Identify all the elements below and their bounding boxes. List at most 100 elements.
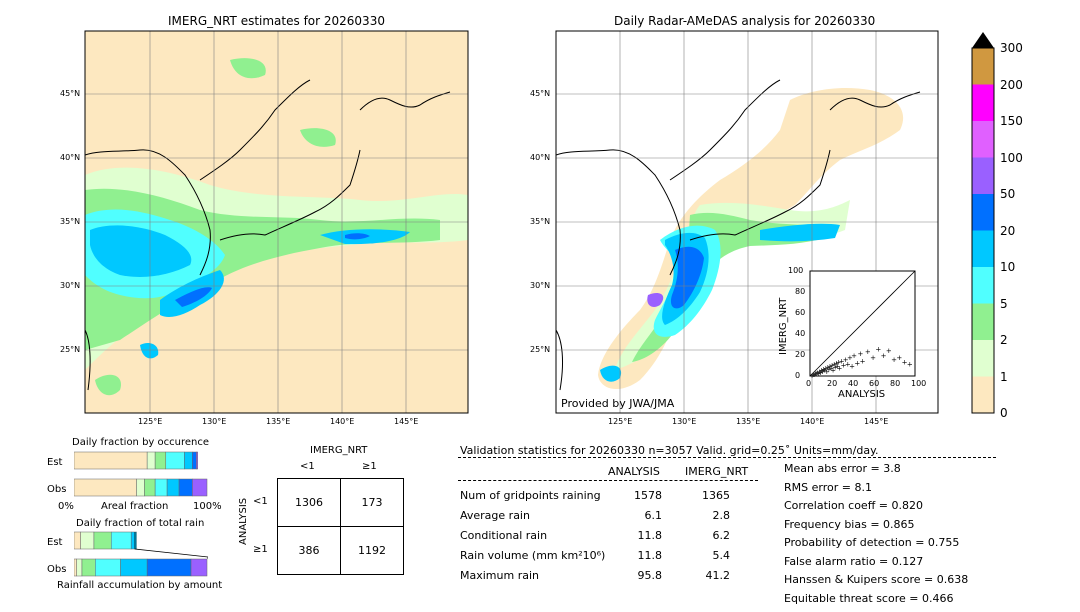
- bar-segment: [192, 451, 197, 470]
- bar-segment: [110, 531, 132, 550]
- bar-segment: [196, 451, 198, 470]
- bar-segment: [166, 478, 180, 497]
- colorbar-tick: 300: [1000, 41, 1023, 55]
- scatter-point: +: [822, 367, 828, 375]
- scatter-point: +: [813, 370, 819, 378]
- scatter-point: +: [847, 354, 853, 362]
- scatter-point: +: [812, 370, 818, 378]
- scatter-point: +: [845, 360, 851, 368]
- colorbar-segment: [972, 267, 994, 304]
- inset-y-tick: 0: [795, 371, 801, 380]
- left-map-title: IMERG_NRT estimates for 20260330: [168, 14, 385, 28]
- colorbar-segment: [972, 194, 994, 231]
- colorbar-tick: 0: [1000, 406, 1008, 420]
- scatter-point: +: [835, 358, 841, 366]
- scatter-point: +: [827, 363, 833, 371]
- score-line: Frequency bias = 0.865: [784, 517, 915, 531]
- inset-xlabel: ANALYSIS: [838, 389, 886, 400]
- bar-segment: [120, 558, 148, 577]
- bar-segment: [74, 451, 148, 470]
- scatter-point: +: [828, 365, 834, 373]
- colorbar-segment: [972, 230, 994, 267]
- scatter-point: +: [865, 348, 871, 356]
- score-line: False alarm ratio = 0.127: [784, 554, 924, 568]
- scatter-point: +: [820, 368, 826, 376]
- scatter-point: +: [829, 361, 835, 369]
- bar-segment: [130, 531, 137, 550]
- stat-imerg: 1365: [702, 489, 730, 502]
- bar-segment: [95, 558, 121, 577]
- bar-segment: [154, 478, 168, 497]
- cont-col-ge: ≥1: [362, 461, 377, 472]
- lon-label: 140°E: [800, 417, 825, 426]
- occurrence-bars: [74, 451, 208, 497]
- colorbar-segment: [972, 340, 994, 377]
- colorbar-segment: [972, 303, 994, 340]
- inset-x-tick: 80: [890, 379, 901, 388]
- cont-cell: 173: [340, 478, 404, 527]
- scatter-point: +: [849, 363, 855, 371]
- lon-label: 135°E: [736, 417, 761, 426]
- lat-label: 25°N: [60, 345, 81, 354]
- scatter-point: +: [831, 360, 837, 368]
- right-map-title: Daily Radar-AMeDAS analysis for 20260330: [614, 14, 876, 28]
- lon-label: 145°E: [864, 417, 889, 426]
- stat-label: Maximum rain: [460, 569, 539, 582]
- lat-label: 30°N: [530, 281, 551, 290]
- score-line: Mean abs error = 3.8: [784, 462, 901, 475]
- bar-segment: [146, 451, 156, 470]
- lat-label: 35°N: [530, 217, 551, 226]
- lat-label: 40°N: [530, 153, 551, 162]
- colorbar-segment: [972, 157, 994, 194]
- scatter-point: +: [839, 357, 845, 365]
- colorbar-segment: [972, 48, 994, 85]
- colorbar-segment: [972, 121, 994, 158]
- colorbar-tick: 10: [1000, 260, 1016, 274]
- left-map: [85, 31, 468, 413]
- scatter-point: +: [818, 369, 824, 377]
- scatter-point: +: [832, 364, 838, 372]
- scatter-point: +: [817, 368, 823, 376]
- scatter-point: +: [857, 350, 863, 358]
- bar-segment: [136, 478, 145, 497]
- score-line: Hanssen & Kuipers score = 0.638: [784, 573, 969, 586]
- stat-imerg: 5.4: [712, 549, 731, 562]
- scatter-point: +: [810, 371, 816, 379]
- cont-cell: 1192: [340, 526, 404, 575]
- right-map: [556, 31, 938, 413]
- cont-cell: 386: [277, 526, 341, 575]
- score-line: Correlation coeff = 0.820: [784, 499, 923, 512]
- stat-analysis: 11.8: [637, 529, 663, 542]
- score-line: Equitable threat score = 0.466: [784, 591, 954, 605]
- scatter-point: +: [811, 371, 817, 379]
- tr-footer: Rainfall accumulation by amount: [57, 580, 223, 591]
- colorbar-segment: [972, 84, 994, 121]
- cont-row-ge: ≥1: [253, 544, 268, 555]
- bar-segment: [74, 558, 77, 577]
- bar-segment: [144, 478, 156, 497]
- inset-y-tick: 80: [795, 287, 806, 296]
- bar-segment: [74, 531, 81, 550]
- cont-row-lt: <1: [253, 496, 268, 507]
- col-analysis: ANALYSIS: [608, 465, 660, 478]
- occurrence-title: Daily fraction by occurence: [72, 437, 210, 448]
- colorbar-tick: 100: [1000, 150, 1023, 165]
- bar-segment: [81, 558, 96, 577]
- scatter-point: +: [841, 361, 847, 369]
- scatter-point: +: [814, 369, 820, 377]
- bar-segment: [93, 531, 112, 550]
- scatter-point: +: [891, 356, 897, 364]
- occ-est-label: Est: [47, 457, 63, 468]
- scatter-point: +: [834, 363, 840, 371]
- stat-imerg: 41.2: [705, 569, 731, 582]
- stat-analysis: 1578: [634, 489, 662, 502]
- bar-segment: [184, 451, 193, 470]
- total-rain-bars: [74, 531, 208, 577]
- scatter-point: +: [815, 370, 821, 378]
- inset-x-tick: 0: [806, 379, 812, 388]
- scatter-point: +: [843, 356, 849, 364]
- colorbar: [971, 32, 995, 414]
- scatter-point: +: [854, 359, 860, 367]
- inset-y-tick: 40: [795, 329, 806, 338]
